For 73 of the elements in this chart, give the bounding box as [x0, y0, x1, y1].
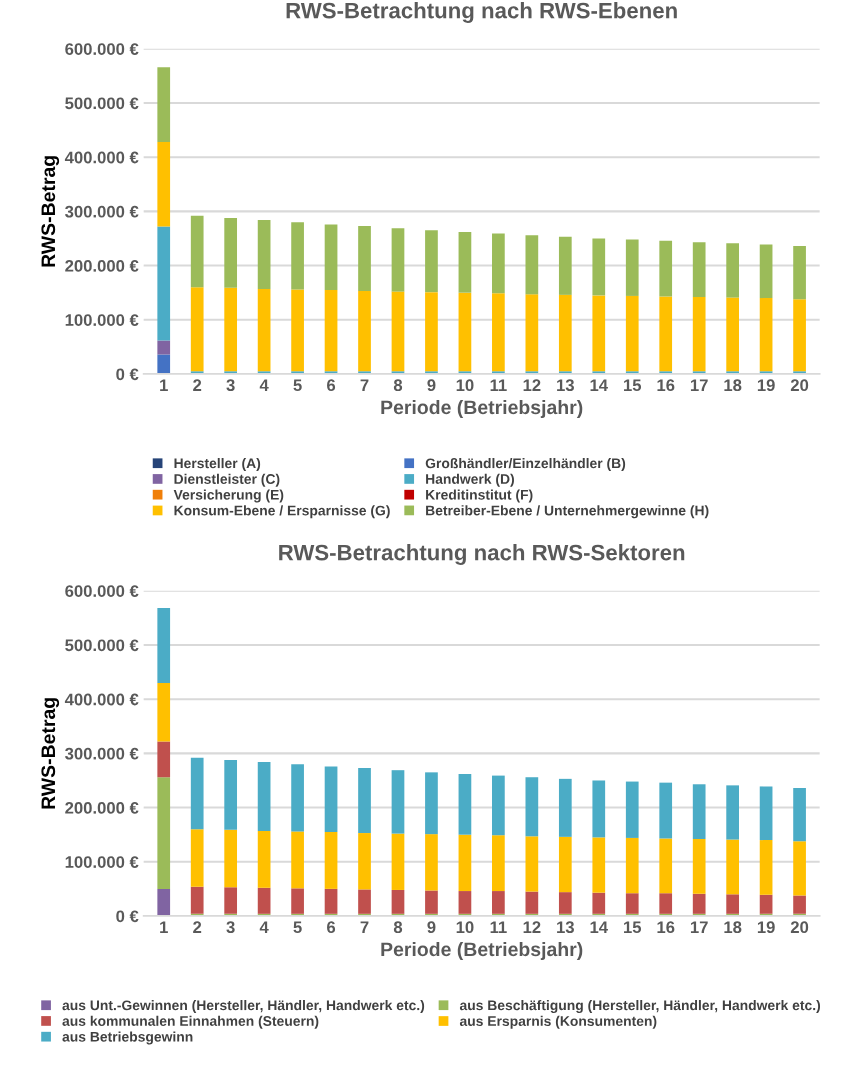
- y-tick-label: 300.000 €: [65, 205, 139, 218]
- y-tick-label: 500.000 €: [65, 639, 139, 652]
- y-tick-label: 600.000 €: [65, 43, 139, 55]
- x-tick-label: 6: [327, 379, 336, 392]
- x-tick-label: 7: [360, 921, 369, 933]
- x-tick-label: 11: [490, 379, 507, 391]
- x-tick-label: 3: [226, 921, 235, 934]
- x-tick-label: 10: [456, 379, 474, 392]
- x-tick-label: 16: [657, 921, 675, 934]
- y-tick-label: 100.000 €: [65, 856, 139, 868]
- y-axis-title: RWS-Betrag: [41, 156, 60, 267]
- x-tick-label: 4: [259, 379, 269, 391]
- x-tick-label: 5: [293, 921, 302, 934]
- x-tick-label: 16: [657, 379, 675, 392]
- x-tick-label: 11: [490, 921, 507, 933]
- x-tick-label: 2: [193, 921, 202, 933]
- x-tick-label: 15: [624, 921, 642, 934]
- x-tick-label: 1: [160, 379, 168, 391]
- legend-label: aus kommunalen Einnahmen (Steuern): [62, 1015, 319, 1029]
- x-tick-label: 14: [590, 921, 608, 933]
- x-tick-label: 4: [259, 921, 269, 933]
- x-tick-label: 3: [226, 379, 235, 392]
- x-tick-label: 19: [757, 921, 775, 934]
- x-tick-label: 8: [393, 921, 403, 934]
- y-tick-label: 200.000 €: [65, 801, 139, 814]
- x-tick-label: 19: [757, 379, 775, 392]
- x-tick-label: 1: [160, 921, 168, 933]
- x-tick-label: 6: [327, 921, 336, 934]
- x-tick-label: 15: [624, 379, 642, 392]
- chart-title: RWS-Betrachtung nach RWS-Ebenen: [286, 2, 677, 23]
- x-tick-label: 18: [724, 379, 742, 392]
- legend-label: Kreditinstitut (F): [426, 489, 533, 503]
- legend-label: aus Beschäftigung (Hersteller, Händler, Handwerk etc.): [459, 1000, 821, 1014]
- legend-label: aus Unt.-Gewinnen (Hersteller, Händler, Handwerk etc.): [62, 1000, 425, 1013]
- y-tick-label: 0 €: [116, 368, 139, 381]
- x-axis-title: Periode (Betriebsjahr): [381, 399, 583, 419]
- chart-title: RWS-Betrachtung nach RWS-Sektoren: [279, 544, 685, 565]
- x-axis-title: Periode (Betriebsjahr): [381, 941, 583, 961]
- x-tick-label: 20: [790, 379, 809, 392]
- x-tick-label: 2: [193, 379, 202, 391]
- legend-label: Großhändler/Einzelhändler (B): [425, 458, 626, 471]
- x-tick-label: 17: [690, 921, 708, 933]
- legend-label: Betreiber-Ebene / Unternehmergewinne (H): [426, 505, 709, 519]
- x-tick-label: 7: [360, 379, 369, 391]
- x-tick-label: 18: [724, 921, 742, 934]
- x-tick-label: 13: [557, 379, 574, 392]
- x-tick-label: 20: [790, 921, 809, 934]
- y-tick-label: 500.000 €: [65, 97, 139, 110]
- x-tick-label: 9: [427, 921, 436, 934]
- legend-label: Handwerk (D): [426, 473, 514, 487]
- legend-label: aus Ersparnis (Konsumenten): [459, 1015, 657, 1029]
- y-axis-title: RWS-Betrag: [41, 698, 60, 809]
- x-tick-label: 14: [590, 379, 608, 391]
- x-tick-label: 12: [523, 921, 541, 933]
- y-tick-label: 600.000 €: [65, 585, 139, 597]
- legend-label: Hersteller (A): [174, 458, 261, 471]
- y-tick-label: 0 €: [116, 910, 139, 923]
- y-tick-label: 300.000 €: [65, 747, 139, 760]
- y-tick-label: 100.000 €: [65, 314, 139, 326]
- x-tick-label: 10: [456, 921, 474, 934]
- x-tick-label: 17: [690, 379, 708, 391]
- y-tick-label: 200.000 €: [65, 259, 139, 272]
- x-tick-label: 13: [557, 921, 574, 934]
- legend-label: aus Betriebsgewinn: [62, 1031, 193, 1045]
- x-tick-label: 8: [393, 379, 403, 392]
- x-tick-label: 9: [427, 379, 436, 392]
- legend-label: Konsum-Ebene / Ersparnisse (G): [174, 505, 390, 519]
- y-tick-label: 400.000 €: [64, 693, 139, 706]
- x-tick-label: 12: [523, 379, 541, 391]
- legend-label: Versicherung (E): [173, 489, 284, 503]
- y-tick-label: 400.000 €: [64, 151, 139, 164]
- x-tick-label: 5: [293, 379, 302, 392]
- legend-label: Dienstleister (C): [174, 473, 280, 487]
